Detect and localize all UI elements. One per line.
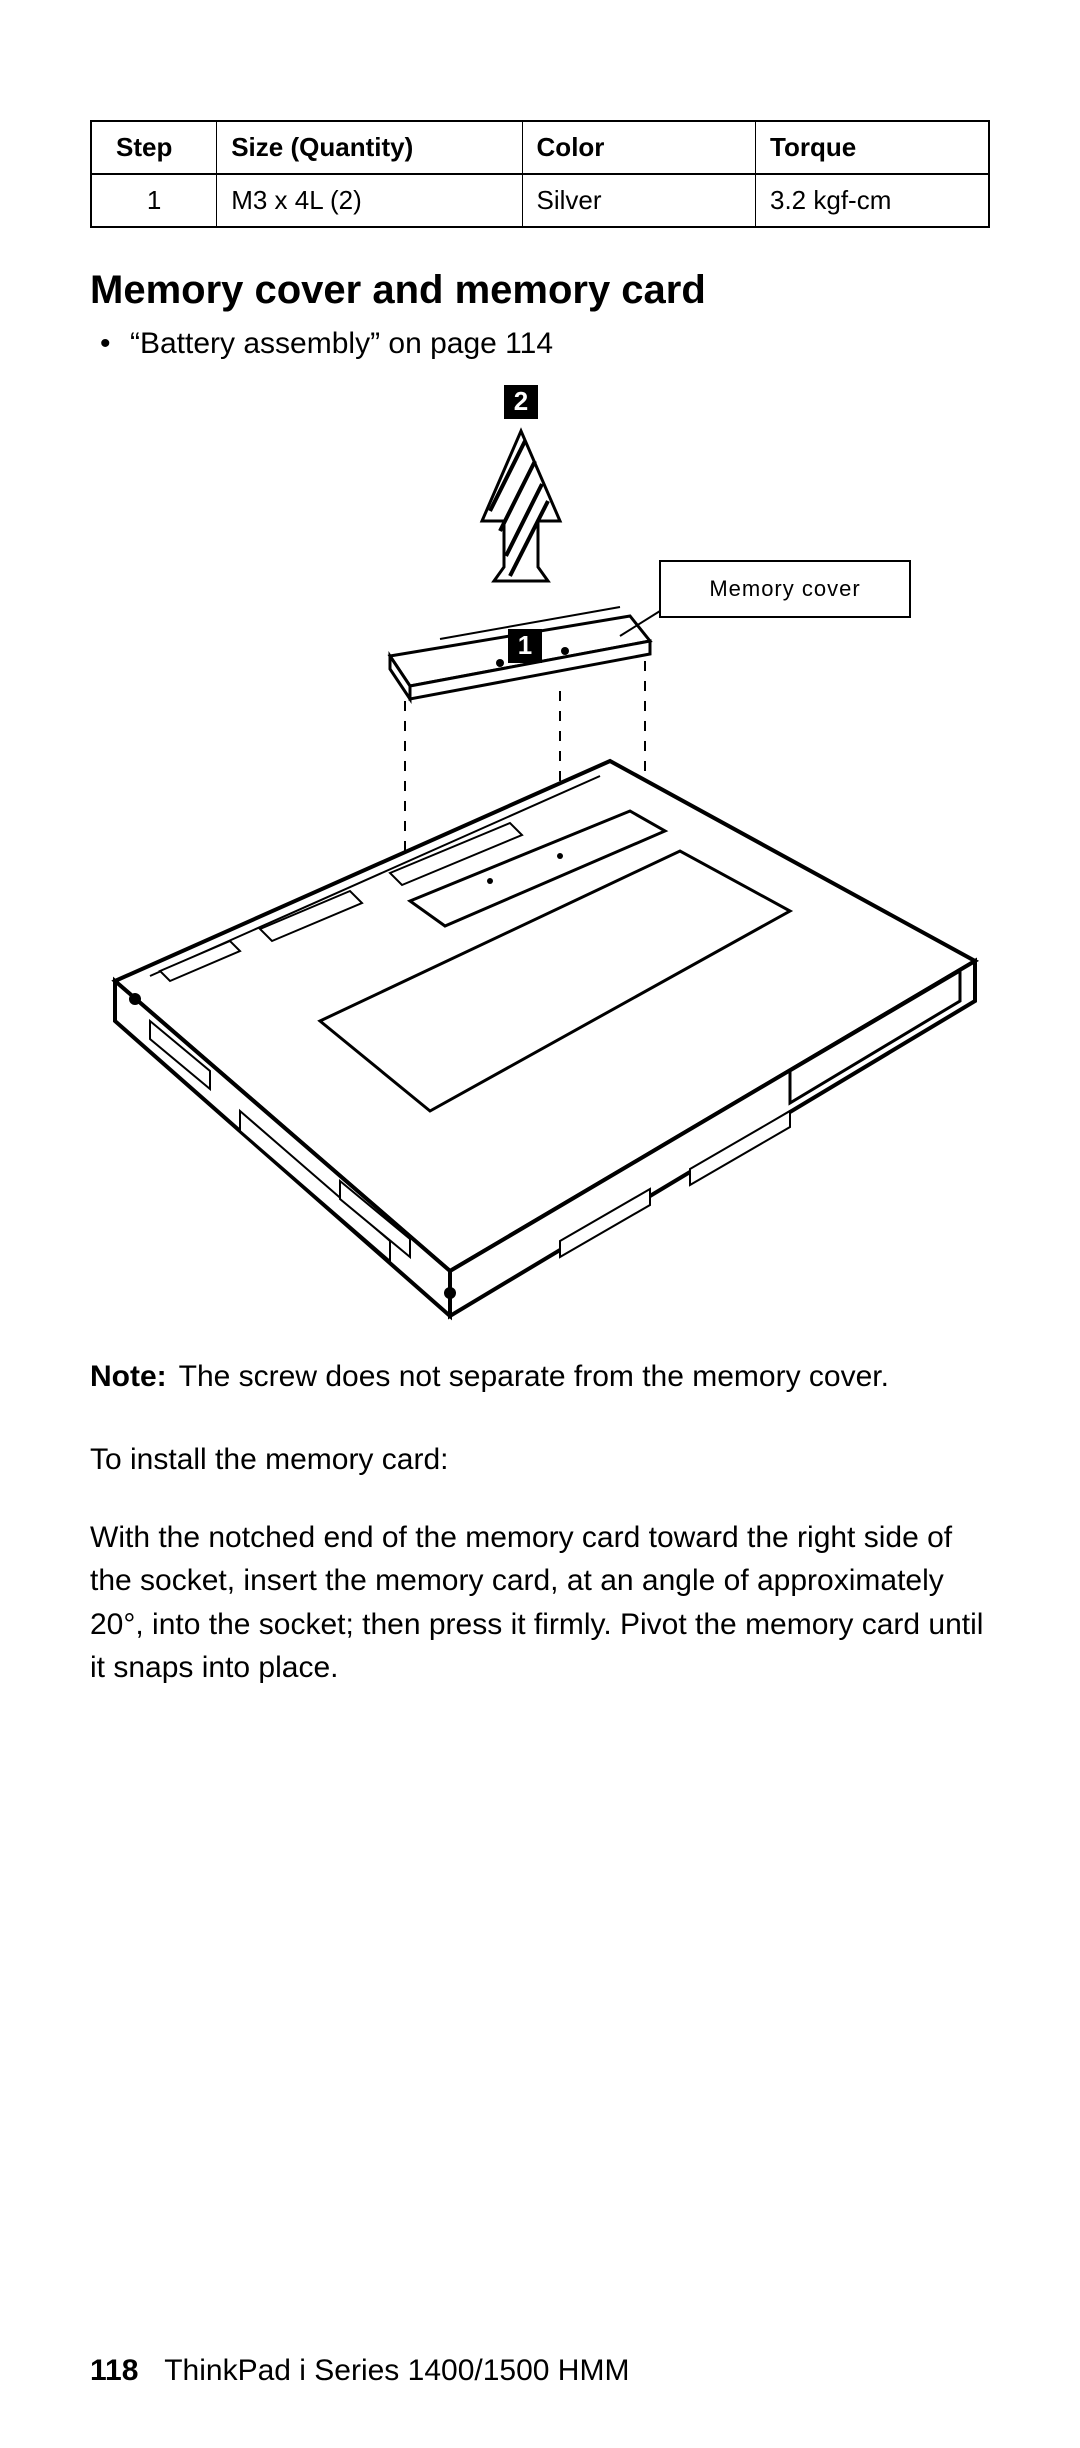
page-number: 118 [90,2354,138,2387]
col-size: Size (Quantity) [217,121,522,174]
memory-cover-callout: Memory cover [709,576,860,601]
cell-color: Silver [522,174,755,227]
cell-torque: 3.2 kgf-cm [756,174,990,227]
laptop-base-icon [115,761,975,1316]
cell-size: M3 x 4L (2) [217,174,522,227]
cell-step: 1 [91,174,217,227]
table-header-row: Step Size (Quantity) Color Torque [91,121,989,174]
note-label: Note: [90,1356,179,1398]
doc-title: ThinkPad i Series 1400/1500 HMM [164,2354,629,2387]
col-color: Color [522,121,755,174]
exploded-diagram: 2 1 [90,381,990,1326]
prereq-bullet: “Battery assembly” on page 114 [90,327,990,361]
note-block: Note: The screw does not separate from t… [90,1356,990,1398]
lift-arrow-icon [482,431,560,581]
install-body: With the notched end of the memory card … [90,1516,990,1690]
install-intro: To install the memory card: [90,1438,990,1482]
page-footer: 118 ThinkPad i Series 1400/1500 HMM [90,2354,629,2388]
page: Step Size (Quantity) Color Torque 1 M3 x… [0,0,1080,2448]
section-title: Memory cover and memory card [90,268,990,313]
table-row: 1 M3 x 4L (2) Silver 3.2 kgf-cm [91,174,989,227]
diagram-badge-2: 2 [514,386,528,416]
diagram-badge-1: 1 [518,630,532,660]
screw-spec-table: Step Size (Quantity) Color Torque 1 M3 x… [90,120,990,228]
note-text: The screw does not separate from the mem… [179,1356,889,1398]
col-step: Step [91,121,217,174]
col-torque: Torque [756,121,990,174]
